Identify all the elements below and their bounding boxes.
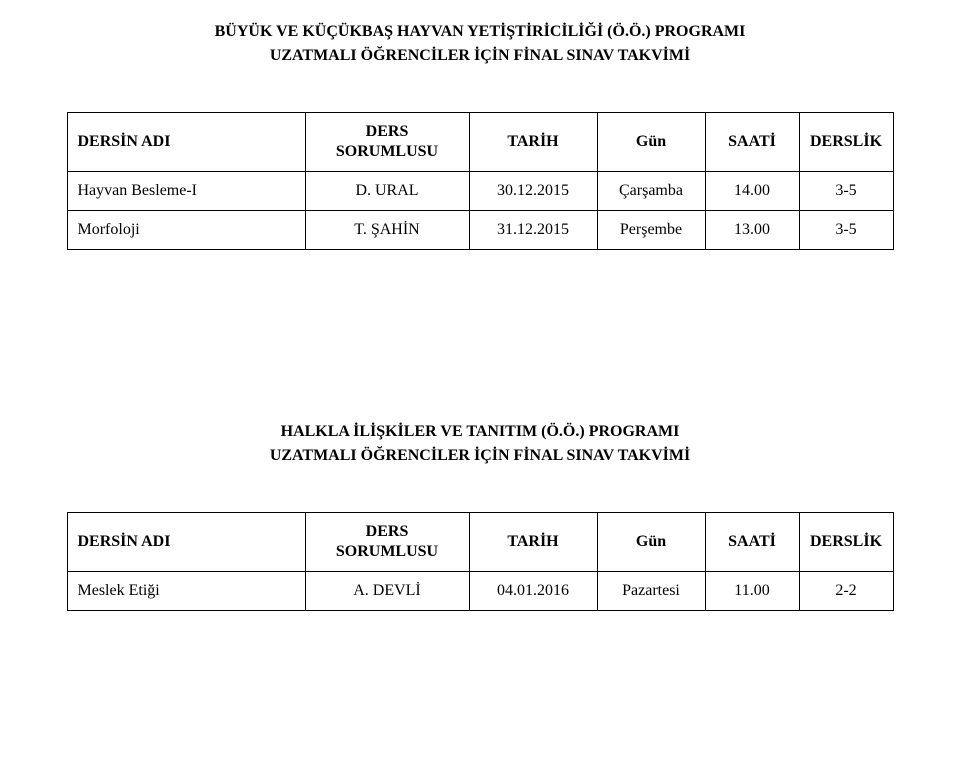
heading-line-2: UZATMALI ÖĞRENCİLER İÇİN FİNAL SINAV TAK… [0,444,960,468]
col-header-room: DERSLİK [799,513,893,572]
cell-date: 30.12.2015 [469,172,597,211]
col-header-day: Gün [597,513,705,572]
table-header-row: DERSİN ADI DERS SORUMLUSU TARİH Gün SAAT… [67,513,893,572]
cell-time: 14.00 [705,172,799,211]
heading-line-2: UZATMALI ÖĞRENCİLER İÇİN FİNAL SINAV TAK… [0,44,960,68]
col-header-course: DERSİN ADI [67,113,305,172]
cell-course: Meslek Etiği [67,572,305,611]
cell-course: Hayvan Besleme-I [67,172,305,211]
cell-time: 13.00 [705,211,799,250]
cell-day: Çarşamba [597,172,705,211]
col-header-course: DERSİN ADI [67,513,305,572]
cell-room: 3-5 [799,211,893,250]
cell-instructor: T. ŞAHİN [305,211,469,250]
col-header-instructor-l1: DERS [306,122,469,142]
cell-room: 2-2 [799,572,893,611]
cell-time: 11.00 [705,572,799,611]
col-header-instructor-l2: SORUMLUSU [306,542,469,562]
program-section: BÜYÜK VE KÜÇÜKBAŞ HAYVAN YETİŞTİRİCİLİĞİ… [0,20,960,250]
cell-day: Pazartesi [597,572,705,611]
cell-instructor: A. DEVLİ [305,572,469,611]
col-header-date: TARİH [469,513,597,572]
col-header-time: SAATİ [705,513,799,572]
table-header-row: DERSİN ADI DERS SORUMLUSU TARİH Gün SAAT… [67,113,893,172]
table-row: Morfoloji T. ŞAHİN 31.12.2015 Perşembe 1… [67,211,893,250]
col-header-instructor-l2: SORUMLUSU [306,142,469,162]
cell-date: 31.12.2015 [469,211,597,250]
table-row: Hayvan Besleme-I D. URAL 30.12.2015 Çarş… [67,172,893,211]
section-heading: BÜYÜK VE KÜÇÜKBAŞ HAYVAN YETİŞTİRİCİLİĞİ… [0,20,960,68]
heading-line-1: HALKLA İLİŞKİLER VE TANITIM (Ö.Ö.) PROGR… [0,420,960,444]
heading-line-1: BÜYÜK VE KÜÇÜKBAŞ HAYVAN YETİŞTİRİCİLİĞİ… [0,20,960,44]
col-header-room: DERSLİK [799,113,893,172]
table-row: Meslek Etiği A. DEVLİ 04.01.2016 Pazarte… [67,572,893,611]
col-header-time: SAATİ [705,113,799,172]
col-header-instructor: DERS SORUMLUSU [305,113,469,172]
cell-instructor: D. URAL [305,172,469,211]
col-header-day: Gün [597,113,705,172]
section-heading: HALKLA İLİŞKİLER VE TANITIM (Ö.Ö.) PROGR… [0,420,960,468]
page: BÜYÜK VE KÜÇÜKBAŞ HAYVAN YETİŞTİRİCİLİĞİ… [0,0,960,651]
program-section: HALKLA İLİŞKİLER VE TANITIM (Ö.Ö.) PROGR… [0,420,960,611]
schedule-table: DERSİN ADI DERS SORUMLUSU TARİH Gün SAAT… [67,512,894,611]
cell-day: Perşembe [597,211,705,250]
schedule-table: DERSİN ADI DERS SORUMLUSU TARİH Gün SAAT… [67,112,894,250]
col-header-instructor: DERS SORUMLUSU [305,513,469,572]
cell-course: Morfoloji [67,211,305,250]
col-header-instructor-l1: DERS [306,522,469,542]
col-header-date: TARİH [469,113,597,172]
cell-room: 3-5 [799,172,893,211]
cell-date: 04.01.2016 [469,572,597,611]
